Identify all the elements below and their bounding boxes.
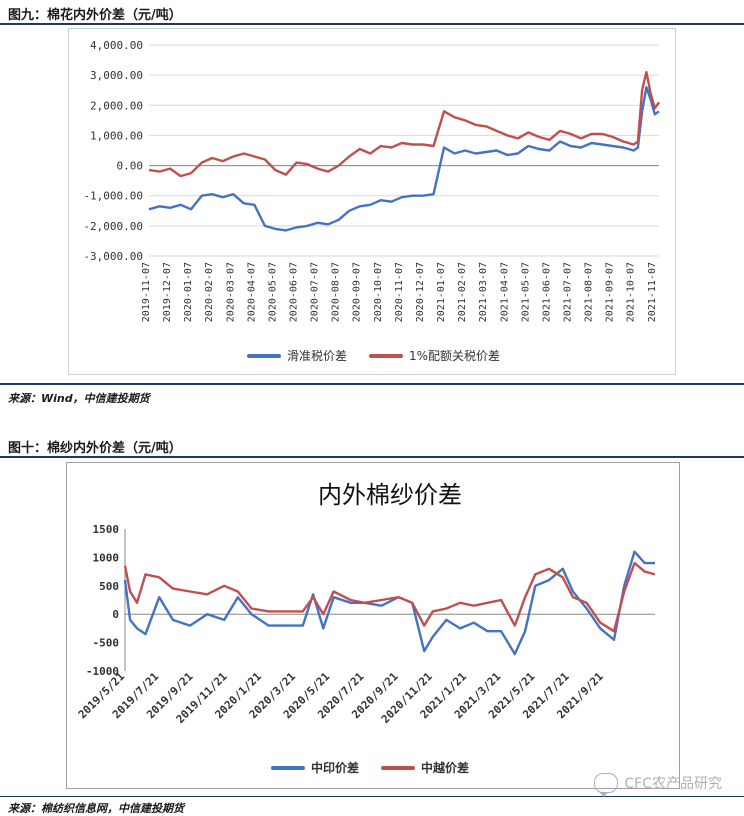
y-tick-label: 3,000.00 (90, 69, 143, 82)
x-tick-label: 2021-05-07 (520, 262, 531, 322)
x-tick-label: 2020-07-07 (310, 262, 321, 322)
x-tick-label: 2021-04-07 (499, 262, 510, 322)
legend-label-series-2: 中越价差 (421, 761, 470, 775)
y-tick-label: -500 (93, 637, 120, 650)
figure-9-bottom-rule (0, 383, 744, 385)
watermark-text: CFC农产品研究 (624, 776, 722, 792)
x-tick-label: 2020-05-07 (267, 262, 278, 322)
y-tick-label: 4,000.00 (90, 39, 143, 52)
chart-2-container: 内外棉纱价差 -1000 -500 0 500 1000 1500 2019/5/21 2019… (66, 462, 680, 789)
x-tick-label: 2020-02-07 (204, 262, 215, 322)
x-tick-label: 2020-10-07 (373, 262, 384, 322)
figure-10-bottom-rule (0, 796, 744, 797)
x-tick-label: 2021-10-07 (626, 262, 637, 322)
x-tick-label: 2020-09-07 (352, 262, 363, 322)
chart-1-svg: -3,000.00 -2,000.00 -1,000.00 0.00 1,000.00 2… (83, 39, 660, 322)
y-tick-label: 0.00 (117, 160, 144, 173)
figure-9-top-rule (0, 23, 744, 25)
y-tick-label: 500 (99, 580, 119, 593)
x-tick-label: 2021-01-07 (436, 262, 447, 322)
series-line-1 (123, 550, 655, 656)
series-line-1 (148, 86, 660, 232)
x-tick-label: 2021-06-07 (541, 262, 552, 322)
figure-10-header: 图十：棉纱内外价差（元/吨） (8, 441, 182, 456)
x-tick-label: 2021-07-07 (562, 262, 573, 322)
chart-1-container: -3,000.00 -2,000.00 -1,000.00 0.00 1,000.00 2… (68, 28, 676, 375)
x-tick-label: 2020-08-07 (331, 262, 342, 322)
figure-10-top-rule (0, 456, 744, 458)
legend-swatch-red (381, 765, 416, 770)
chart-1-legend: 滑准税价差 1%配额关税价差 (247, 347, 522, 364)
figure-10-source: 来源：棉纺织信息网，中信建投期货 (8, 802, 184, 815)
x-tick-label: 2020-03-07 (225, 262, 236, 322)
x-tick-label: 2020-04-07 (246, 262, 257, 322)
legend-swatch-blue (247, 353, 281, 358)
legend-label-series-1: 中印价差 (311, 761, 360, 775)
legend-item-series-2: 中越价差 (381, 759, 469, 776)
x-tick-label: 2021-03-07 (478, 262, 489, 322)
y-tick-label: -1000 (86, 665, 119, 678)
figure-9-header: 图九：棉花内外价差（元/吨） (8, 8, 182, 23)
y-tick-label: 1000 (93, 551, 120, 564)
y-tick-label: 2,000.00 (90, 99, 143, 112)
x-tick-label: 2021-08-07 (584, 262, 595, 322)
figure-9-source: 来源：Wind，中信建投期货 (8, 392, 150, 405)
y-tick-label: 1,000.00 (90, 129, 143, 142)
series-line-2 (148, 70, 660, 178)
y-tick-label: 1500 (93, 523, 120, 536)
y-tick-label: -2,000.00 (83, 220, 143, 233)
legend-item-series-2: 1%配额关税价差 (369, 347, 500, 364)
y-tick-label: -3,000.00 (83, 250, 143, 263)
x-tick-label: 2021-09-07 (605, 262, 616, 322)
legend-swatch-blue (271, 765, 305, 770)
chart-title: 内外棉纱价差 (318, 481, 462, 509)
x-tick-label: 2021-02-07 (457, 262, 468, 322)
chart-2-legend: 中印价差 中越价差 (271, 759, 491, 776)
x-tick-label: 2019-11-07 (141, 262, 152, 322)
series-line-2 (123, 561, 656, 633)
legend-item-series-1: 中印价差 (271, 759, 359, 776)
x-tick-label: 2019-12-07 (162, 262, 173, 322)
legend-item-series-1: 滑准税价差 (247, 347, 347, 364)
y-tick-label: -1,000.00 (83, 190, 143, 203)
legend-label-series-2: 1%配额关税价差 (409, 349, 501, 363)
x-tick-label: 2020-01-07 (183, 262, 194, 322)
chart-2-svg: 内外棉纱价差-1000-5000500100015002019/5/212019… (76, 481, 656, 726)
x-tick-label: 2020-06-07 (289, 262, 300, 322)
x-tick-label: 2021-11-07 (647, 262, 658, 322)
legend-swatch-red (369, 353, 404, 358)
watermark: CFC农产品研究 (594, 773, 722, 797)
x-tick-label: 2020-11-07 (394, 262, 405, 322)
y-tick-label: 0 (112, 608, 119, 621)
chat-bubble-icon (594, 773, 619, 797)
legend-label-series-1: 滑准税价差 (287, 349, 348, 363)
x-tick-label: 2020-12-07 (415, 262, 426, 322)
